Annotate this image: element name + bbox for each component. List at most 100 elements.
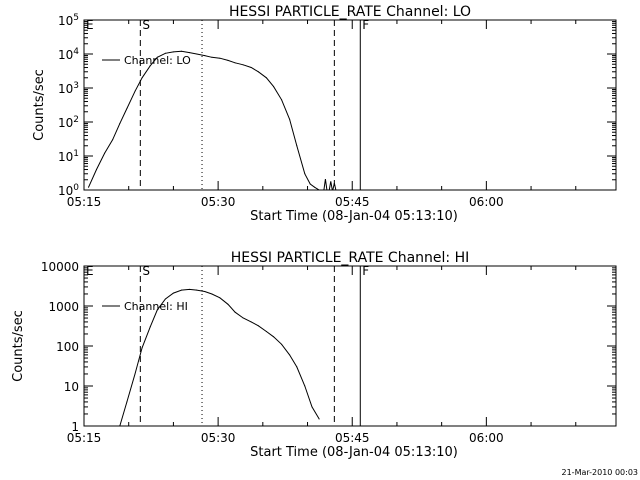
data-point bbox=[227, 59, 229, 61]
data-point bbox=[196, 53, 198, 55]
y-axis-label: Counts/sec bbox=[11, 310, 26, 382]
data-point bbox=[250, 321, 252, 323]
data-point bbox=[126, 401, 128, 403]
data-spike bbox=[328, 181, 333, 190]
data-point bbox=[219, 297, 221, 299]
data-point bbox=[304, 385, 306, 387]
data-point bbox=[314, 186, 316, 188]
data-point bbox=[172, 292, 174, 294]
legend-label: Channel: HI bbox=[124, 300, 188, 313]
y-tick-label: 100 bbox=[58, 183, 79, 198]
data-spike bbox=[323, 178, 328, 190]
data-point bbox=[141, 77, 143, 79]
data-point bbox=[112, 139, 114, 141]
x-axis-label: Start Time (08-Jan-04 05:13:10) bbox=[250, 209, 458, 224]
data-point bbox=[87, 186, 89, 188]
marker-label: S bbox=[142, 264, 150, 278]
x-axis-label: Start Time (08-Jan-04 05:13:10) bbox=[250, 445, 458, 460]
plot-frame bbox=[83, 19, 617, 191]
data-point bbox=[156, 309, 158, 311]
y-tick-label: 100 bbox=[56, 340, 79, 354]
data-point bbox=[242, 64, 244, 66]
data-point bbox=[156, 56, 158, 58]
x-tick-label: 05:15 bbox=[67, 431, 102, 445]
data-point bbox=[234, 62, 236, 64]
data-point bbox=[257, 71, 259, 73]
data-point bbox=[273, 86, 275, 88]
data-point bbox=[242, 317, 244, 319]
data-point bbox=[196, 289, 198, 291]
data-point bbox=[296, 366, 298, 368]
data-point bbox=[180, 289, 182, 291]
panel-lo: HESSI PARTICLE_RATE Channel: LO 05:15 05:3… bbox=[32, 4, 617, 224]
x-tick-label: 05:30 bbox=[201, 195, 236, 209]
data-point bbox=[219, 57, 221, 59]
data-point bbox=[126, 107, 128, 109]
data-point bbox=[227, 303, 229, 305]
data-point bbox=[164, 52, 166, 54]
data-point bbox=[172, 51, 174, 53]
y-tick-label: 10000 bbox=[41, 260, 79, 274]
data-point bbox=[96, 169, 98, 171]
x-tick-label: 05:45 bbox=[335, 431, 370, 445]
legend: Channel: LO bbox=[102, 54, 191, 67]
data-point bbox=[309, 183, 311, 185]
data-point bbox=[104, 152, 106, 154]
data-point bbox=[311, 406, 313, 408]
series-line bbox=[88, 50, 320, 190]
marker-label: F bbox=[362, 18, 369, 32]
data-point bbox=[180, 50, 182, 52]
panel-hi: HESSI PARTICLE_RATE Channel: HI 05:15 05:3… bbox=[11, 250, 617, 460]
data-point bbox=[257, 325, 259, 327]
data-point bbox=[211, 293, 213, 295]
chart-title: HESSI PARTICLE_RATE Channel: LO bbox=[229, 4, 471, 20]
marker-label: F bbox=[362, 264, 369, 278]
data-point bbox=[149, 326, 151, 328]
y-tick-label: 103 bbox=[58, 81, 79, 96]
x-tick-label: 05:30 bbox=[201, 431, 236, 445]
y-axis-label: Counts/sec bbox=[32, 69, 47, 141]
data-point bbox=[211, 56, 213, 58]
legend-label: Channel: LO bbox=[124, 54, 191, 67]
y-tick-label: 101 bbox=[58, 149, 79, 164]
data-point bbox=[164, 298, 166, 300]
plot-frame bbox=[83, 265, 617, 427]
data-point bbox=[273, 336, 275, 338]
footer-date: 21-Mar-2010 00:03 bbox=[562, 468, 639, 477]
marker-label: E bbox=[86, 18, 94, 32]
data-point bbox=[234, 311, 236, 313]
data-point bbox=[289, 354, 291, 356]
y-tick-label: 102 bbox=[58, 115, 79, 130]
data-point bbox=[281, 99, 283, 101]
data-point bbox=[134, 90, 136, 92]
data-point bbox=[289, 118, 291, 120]
data-point bbox=[119, 123, 121, 125]
x-tick-label: 06:00 bbox=[469, 195, 504, 209]
data-point bbox=[304, 173, 306, 175]
x-tick-label: 06:00 bbox=[469, 431, 504, 445]
marker-label: S bbox=[142, 18, 150, 32]
data-point bbox=[296, 145, 298, 147]
data-spike bbox=[332, 182, 337, 190]
data-point bbox=[189, 288, 191, 290]
y-tick-label: 105 bbox=[58, 13, 79, 28]
y-tick-label: 104 bbox=[58, 47, 79, 62]
data-point bbox=[318, 418, 320, 420]
data-point bbox=[134, 373, 136, 375]
data-point bbox=[250, 67, 252, 69]
data-point bbox=[149, 65, 151, 67]
x-tick-label: 05:15 bbox=[67, 195, 102, 209]
legend: Channel: HI bbox=[102, 300, 188, 313]
data-point bbox=[141, 347, 143, 349]
data-point bbox=[204, 55, 206, 57]
y-tick-label: 10 bbox=[64, 380, 79, 394]
data-point bbox=[281, 343, 283, 345]
y-tick-label: 1000 bbox=[48, 300, 79, 314]
data-point bbox=[204, 291, 206, 293]
data-point bbox=[265, 77, 267, 79]
data-point bbox=[265, 331, 267, 333]
chart-title: HESSI PARTICLE_RATE Channel: HI bbox=[231, 250, 469, 266]
x-tick-label: 05:45 bbox=[335, 195, 370, 209]
data-point bbox=[189, 52, 191, 54]
